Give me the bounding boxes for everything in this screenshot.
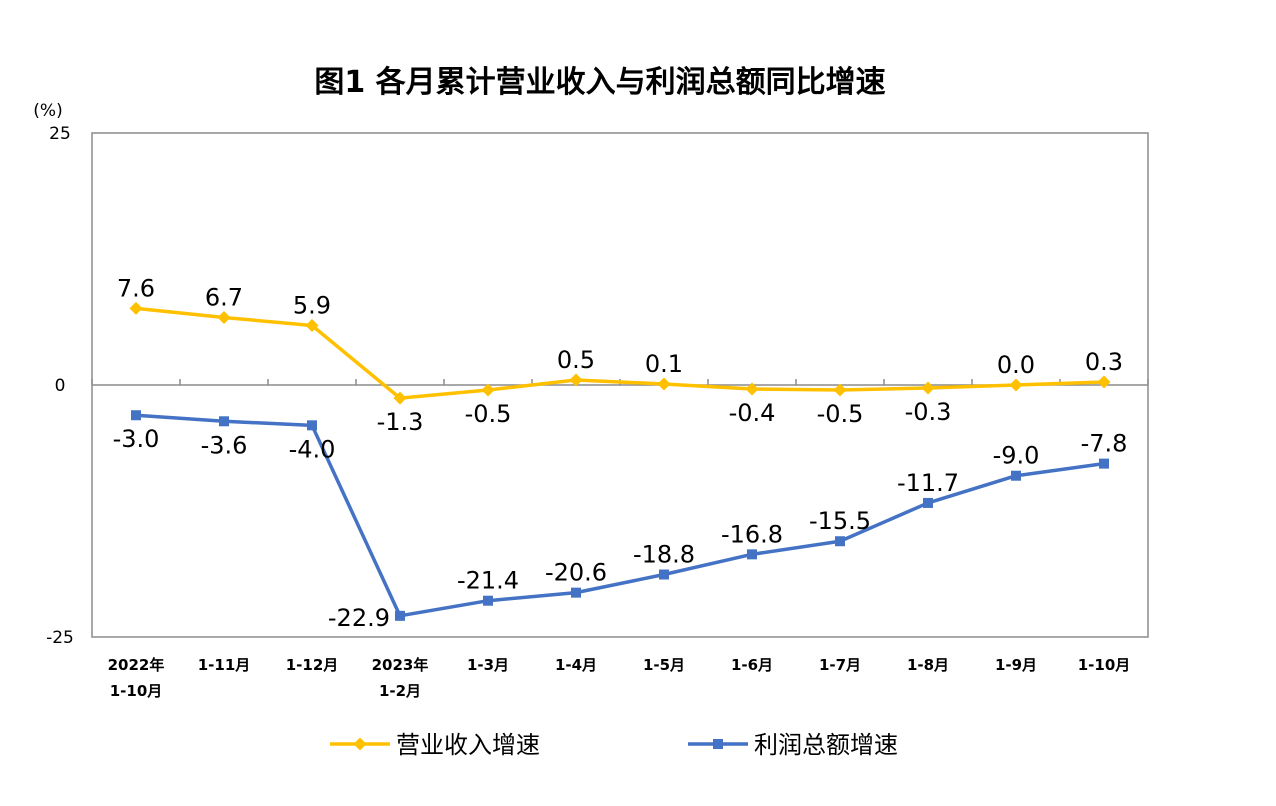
data-label: 5.9 — [293, 292, 331, 320]
data-point — [129, 301, 143, 315]
x-tick-label: 1-4月 — [555, 656, 597, 674]
data-point — [921, 381, 935, 395]
x-tick-label: 1-10月 — [1078, 656, 1131, 674]
y-tick-label: 25 — [49, 124, 71, 144]
data-point — [659, 569, 669, 580]
data-point — [833, 383, 847, 397]
data-label: -20.6 — [545, 559, 607, 587]
series-line-1 — [135, 306, 1105, 400]
legend-marker — [713, 739, 723, 749]
y-tick-label: 0 — [55, 376, 66, 396]
chart-title: 图1 各月累计营业收入与利润总额同比增速 — [314, 65, 885, 100]
y-axis-unit: (%) — [33, 101, 62, 121]
data-point — [217, 310, 231, 324]
x-tick-label: 1-2月 — [379, 682, 421, 700]
data-point — [481, 383, 495, 397]
legend-label-1: 营业收入增速 — [396, 731, 540, 759]
data-point — [835, 536, 845, 547]
data-label: -1.3 — [377, 408, 424, 436]
data-label: -4.0 — [289, 435, 336, 463]
data-label: -16.8 — [721, 520, 783, 548]
data-point — [657, 377, 671, 391]
data-label: -18.8 — [633, 541, 695, 569]
data-label: -22.9 — [328, 604, 390, 632]
data-point — [923, 497, 933, 508]
data-label: 0.3 — [1085, 348, 1123, 376]
x-tick-label: 1-9月 — [995, 656, 1037, 674]
x-tick-label: 1-7月 — [819, 656, 861, 674]
x-tick-label: 1-6月 — [731, 656, 773, 674]
data-point — [747, 549, 757, 560]
data-point — [745, 382, 759, 396]
data-label: 7.6 — [117, 274, 155, 302]
x-tick-label: 1-10月 — [110, 682, 163, 700]
plot-area: 25 0 -25 2022年 1-10月 1-11月 1-12月 2023年 1-2月 1-3月 1… — [46, 124, 1149, 700]
series-line-2 — [135, 413, 1105, 618]
data-label: -7.8 — [1081, 430, 1128, 458]
data-point — [1009, 378, 1023, 392]
data-label: 6.7 — [205, 283, 243, 311]
data-label: -21.4 — [457, 567, 519, 595]
data-label: -0.4 — [729, 399, 776, 427]
x-tick-label: 1-5月 — [643, 656, 685, 674]
data-label: -9.0 — [993, 442, 1040, 470]
data-point — [1097, 375, 1111, 389]
legend: 营业收入增速 利润总额增速 — [330, 731, 898, 759]
x-tick-label: 1-8月 — [907, 656, 949, 674]
data-point — [307, 420, 317, 431]
data-label: 0.1 — [645, 350, 683, 378]
data-point — [569, 373, 583, 387]
data-point — [219, 416, 229, 427]
x-tick-label: 1-12月 — [286, 656, 339, 674]
x-tick-label: 1-11月 — [198, 656, 251, 674]
data-label: 0.5 — [557, 346, 595, 374]
data-label: -3.6 — [201, 431, 248, 459]
legend-marker — [353, 737, 367, 751]
data-point — [395, 610, 405, 621]
data-point — [393, 391, 407, 405]
data-label: -0.5 — [465, 400, 512, 428]
x-tick-label: 2022年 — [108, 656, 165, 674]
data-point — [571, 587, 581, 598]
x-tick-label: 2023年 — [372, 656, 429, 674]
data-label: -0.3 — [905, 398, 952, 426]
data-label: -11.7 — [897, 469, 959, 497]
data-point — [483, 595, 493, 606]
data-label: -0.5 — [817, 400, 864, 428]
data-label: -3.0 — [113, 425, 160, 453]
data-point — [305, 319, 319, 333]
y-tick-label: -25 — [46, 628, 74, 648]
data-point — [131, 410, 141, 421]
x-tick-label: 1-3月 — [467, 656, 509, 674]
legend-label-2: 利润总额增速 — [754, 731, 898, 759]
data-point — [1099, 458, 1109, 469]
data-point — [1011, 470, 1021, 481]
data-label: -15.5 — [809, 507, 871, 535]
data-label: 0.0 — [997, 351, 1035, 379]
